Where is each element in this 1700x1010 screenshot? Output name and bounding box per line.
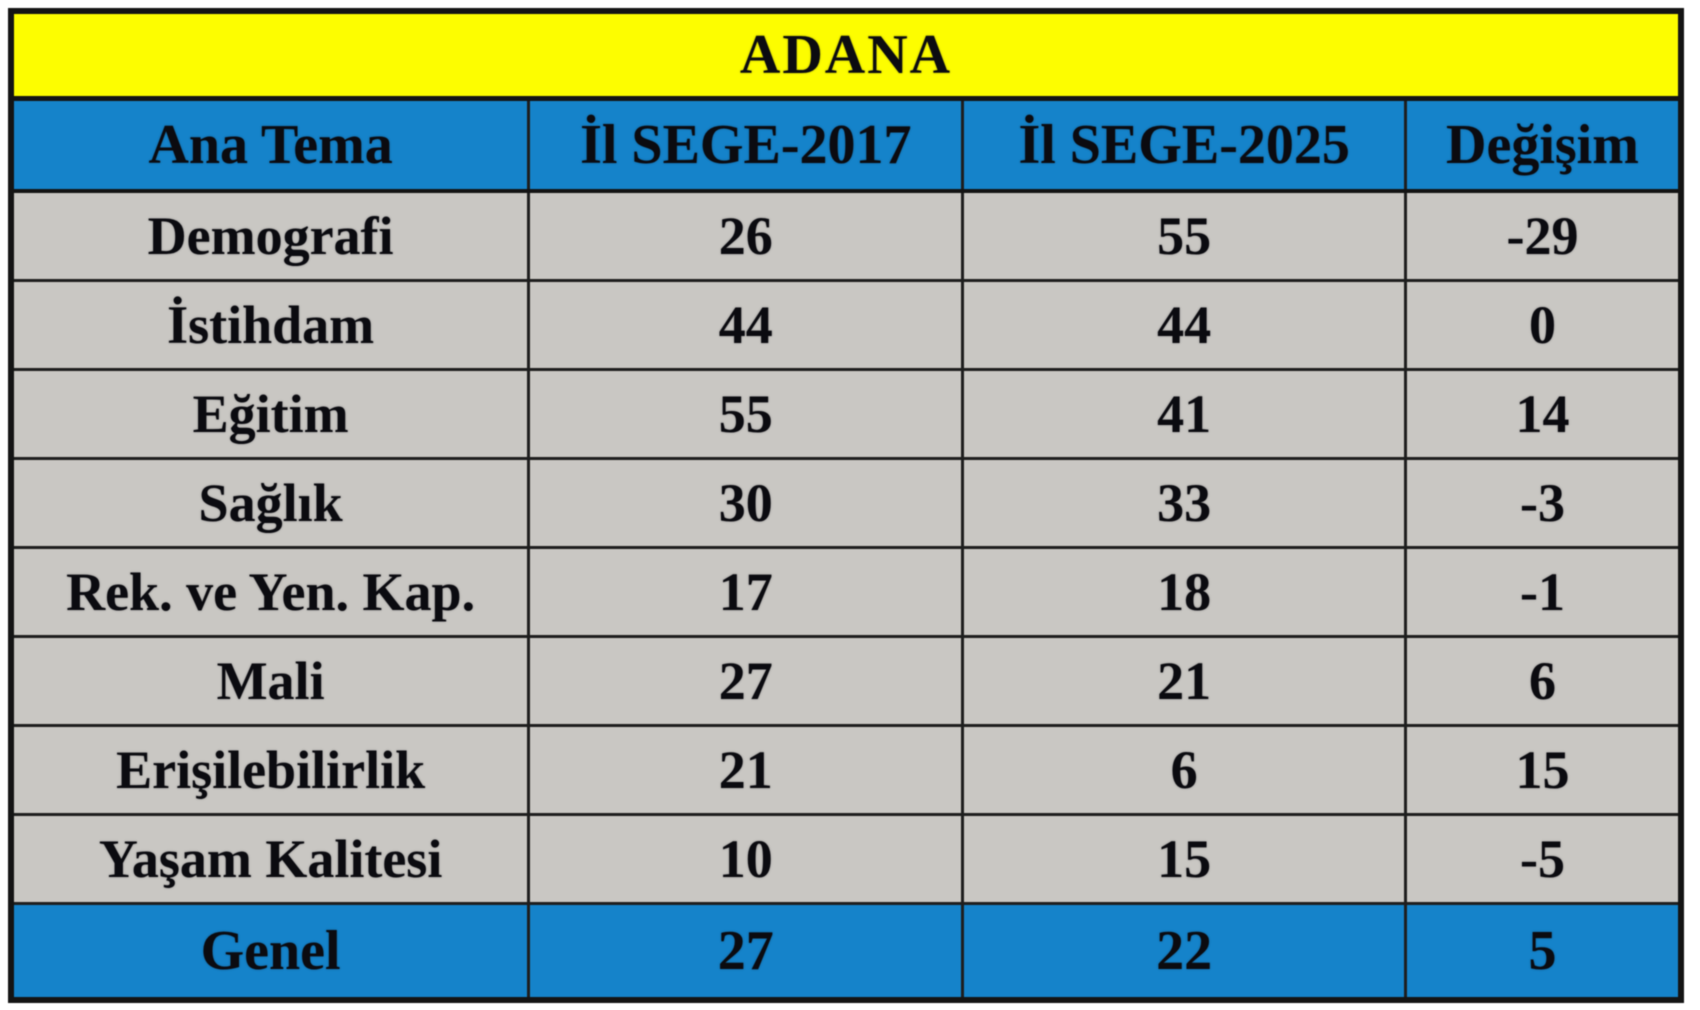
value-2025-cell: 55 <box>961 189 1407 282</box>
change-cell: -3 <box>1403 457 1683 549</box>
table-row-rek-ve-yen-kap: Rek. ve Yen. Kap. 17 18 -1 <box>9 546 1683 638</box>
theme-cell: Rek. ve Yen. Kap. <box>9 546 531 638</box>
footer-value-2025-cell: 22 <box>961 902 1407 1002</box>
theme-cell: İstihdam <box>9 279 531 371</box>
table-row-egitim: Eğitim 55 41 14 <box>9 368 1683 460</box>
value-2017-cell: 55 <box>527 368 965 460</box>
sege-comparison-table: ADANA Ana Tema İl SEGE-2017 İl SEGE-2025… <box>8 8 1684 1003</box>
value-2025-cell: 41 <box>961 368 1407 460</box>
footer-change-cell: 5 <box>1403 902 1683 1002</box>
value-2025-cell: 6 <box>961 724 1407 816</box>
table-title-row: ADANA <box>9 9 1683 101</box>
column-header-degisim: Değişim <box>1403 97 1683 193</box>
theme-cell: Yaşam Kalitesi <box>9 813 531 905</box>
theme-cell: Demografi <box>9 189 531 282</box>
theme-cell: Sağlık <box>9 457 531 549</box>
value-2017-cell: 17 <box>527 546 965 638</box>
theme-cell: Mali <box>9 635 531 727</box>
value-2025-cell: 18 <box>961 546 1407 638</box>
footer-value-2017-cell: 27 <box>527 902 965 1002</box>
table-row-mali: Mali 27 21 6 <box>9 635 1683 727</box>
table-row-demografi: Demografi 26 55 -29 <box>9 189 1683 282</box>
table-footer-row-genel: Genel 27 22 5 <box>9 902 1683 1002</box>
change-cell: -29 <box>1403 189 1683 282</box>
value-2017-cell: 27 <box>527 635 965 727</box>
column-header-sege-2017: İl SEGE-2017 <box>527 97 965 193</box>
value-2017-cell: 21 <box>527 724 965 816</box>
table-row-saglik: Sağlık 30 33 -3 <box>9 457 1683 549</box>
column-header-ana-tema: Ana Tema <box>9 97 531 193</box>
table-row-yasam-kalitesi: Yaşam Kalitesi 10 15 -5 <box>9 813 1683 905</box>
column-header-sege-2025: İl SEGE-2025 <box>961 97 1407 193</box>
value-2025-cell: 44 <box>961 279 1407 371</box>
value-2017-cell: 44 <box>527 279 965 371</box>
change-cell: 0 <box>1403 279 1683 371</box>
value-2025-cell: 33 <box>961 457 1407 549</box>
change-cell: 14 <box>1403 368 1683 460</box>
value-2025-cell: 21 <box>961 635 1407 727</box>
province-title: ADANA <box>9 9 1683 101</box>
change-cell: 6 <box>1403 635 1683 727</box>
table-row-istihdam: İstihdam 44 44 0 <box>9 279 1683 371</box>
table-row-erisilebilirlik: Erişilebilirlik 21 6 15 <box>9 724 1683 816</box>
change-cell: -5 <box>1403 813 1683 905</box>
theme-cell: Erişilebilirlik <box>9 724 531 816</box>
value-2025-cell: 15 <box>961 813 1407 905</box>
footer-theme-cell: Genel <box>9 902 531 1002</box>
value-2017-cell: 10 <box>527 813 965 905</box>
change-cell: -1 <box>1403 546 1683 638</box>
sege-comparison-table-wrap: ADANA Ana Tema İl SEGE-2017 İl SEGE-2025… <box>8 8 1684 1003</box>
value-2017-cell: 30 <box>527 457 965 549</box>
table-header-row: Ana Tema İl SEGE-2017 İl SEGE-2025 Değiş… <box>9 97 1683 193</box>
change-cell: 15 <box>1403 724 1683 816</box>
value-2017-cell: 26 <box>527 189 965 282</box>
theme-cell: Eğitim <box>9 368 531 460</box>
